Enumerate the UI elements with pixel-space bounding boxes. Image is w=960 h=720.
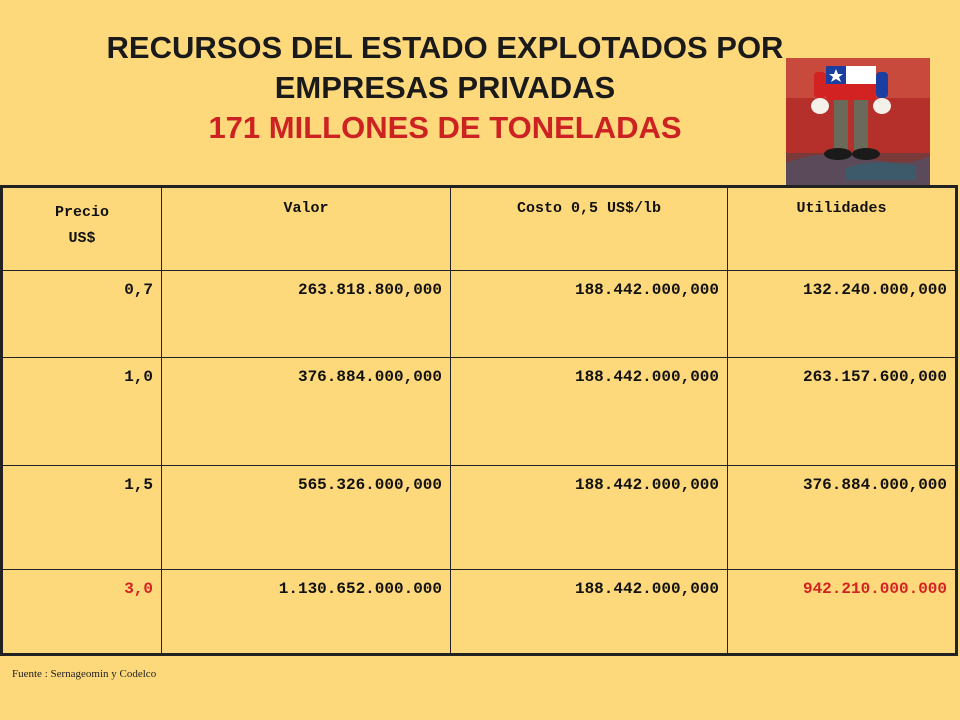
cell-value: 1.130.652.000.000 <box>161 568 451 656</box>
cell-profit: 942.210.000.000 <box>727 568 957 656</box>
cell-value: 263.818.800,000 <box>161 269 451 359</box>
table-row: 3,0 1.130.652.000.000 188.442.000,000 94… <box>1 568 957 656</box>
header-price-line-1: Precio <box>54 204 109 221</box>
table-row: 1,0 376.884.000,000 188.442.000,000 263.… <box>1 357 957 467</box>
cell-price: 1,5 <box>1 465 162 570</box>
cell-cost: 188.442.000,000 <box>450 357 728 467</box>
table-header-row: Precio US$ Valor Costo 0,5 US$/lb Utilid… <box>1 186 957 271</box>
title-line-1: RECURSOS DEL ESTADO EXPLOTADOS POR <box>106 30 784 65</box>
cell-cost: 188.442.000,000 <box>450 568 728 656</box>
cell-profit: 263.157.600,000 <box>727 357 957 467</box>
cell-profit: 132.240.000,000 <box>727 269 957 359</box>
title-line-2: EMPRESAS PRIVADAS <box>274 70 616 105</box>
cell-price: 0,7 <box>1 269 162 359</box>
resources-table: Precio US$ Valor Costo 0,5 US$/lb Utilid… <box>0 185 958 656</box>
header-value: Valor <box>161 186 451 271</box>
cell-price: 1,0 <box>1 357 162 467</box>
header-cost: Costo 0,5 US$/lb <box>450 186 728 271</box>
page-title: RECURSOS DEL ESTADO EXPLOTADOS POR EMPRE… <box>40 28 850 148</box>
header-profit: Utilidades <box>727 186 957 271</box>
table-row: 0,7 263.818.800,000 188.442.000,000 132.… <box>1 269 957 359</box>
cell-value: 565.326.000,000 <box>161 465 451 570</box>
table-row: 1,5 565.326.000,000 188.442.000,000 376.… <box>1 465 957 570</box>
title-subtitle: 171 MILLONES DE TONELADAS <box>208 110 682 145</box>
cell-cost: 188.442.000,000 <box>450 269 728 359</box>
source-note: Fuente : Sernageomin y Codelco <box>12 668 157 680</box>
cell-profit: 376.884.000,000 <box>727 465 957 570</box>
header-price: Precio US$ <box>1 186 162 271</box>
cell-price: 3,0 <box>1 568 162 656</box>
chilean-flag-figure-icon <box>786 58 930 188</box>
cell-cost: 188.442.000,000 <box>450 465 728 570</box>
cell-value: 376.884.000,000 <box>161 357 451 467</box>
header-price-line-2: US$ <box>68 230 96 247</box>
